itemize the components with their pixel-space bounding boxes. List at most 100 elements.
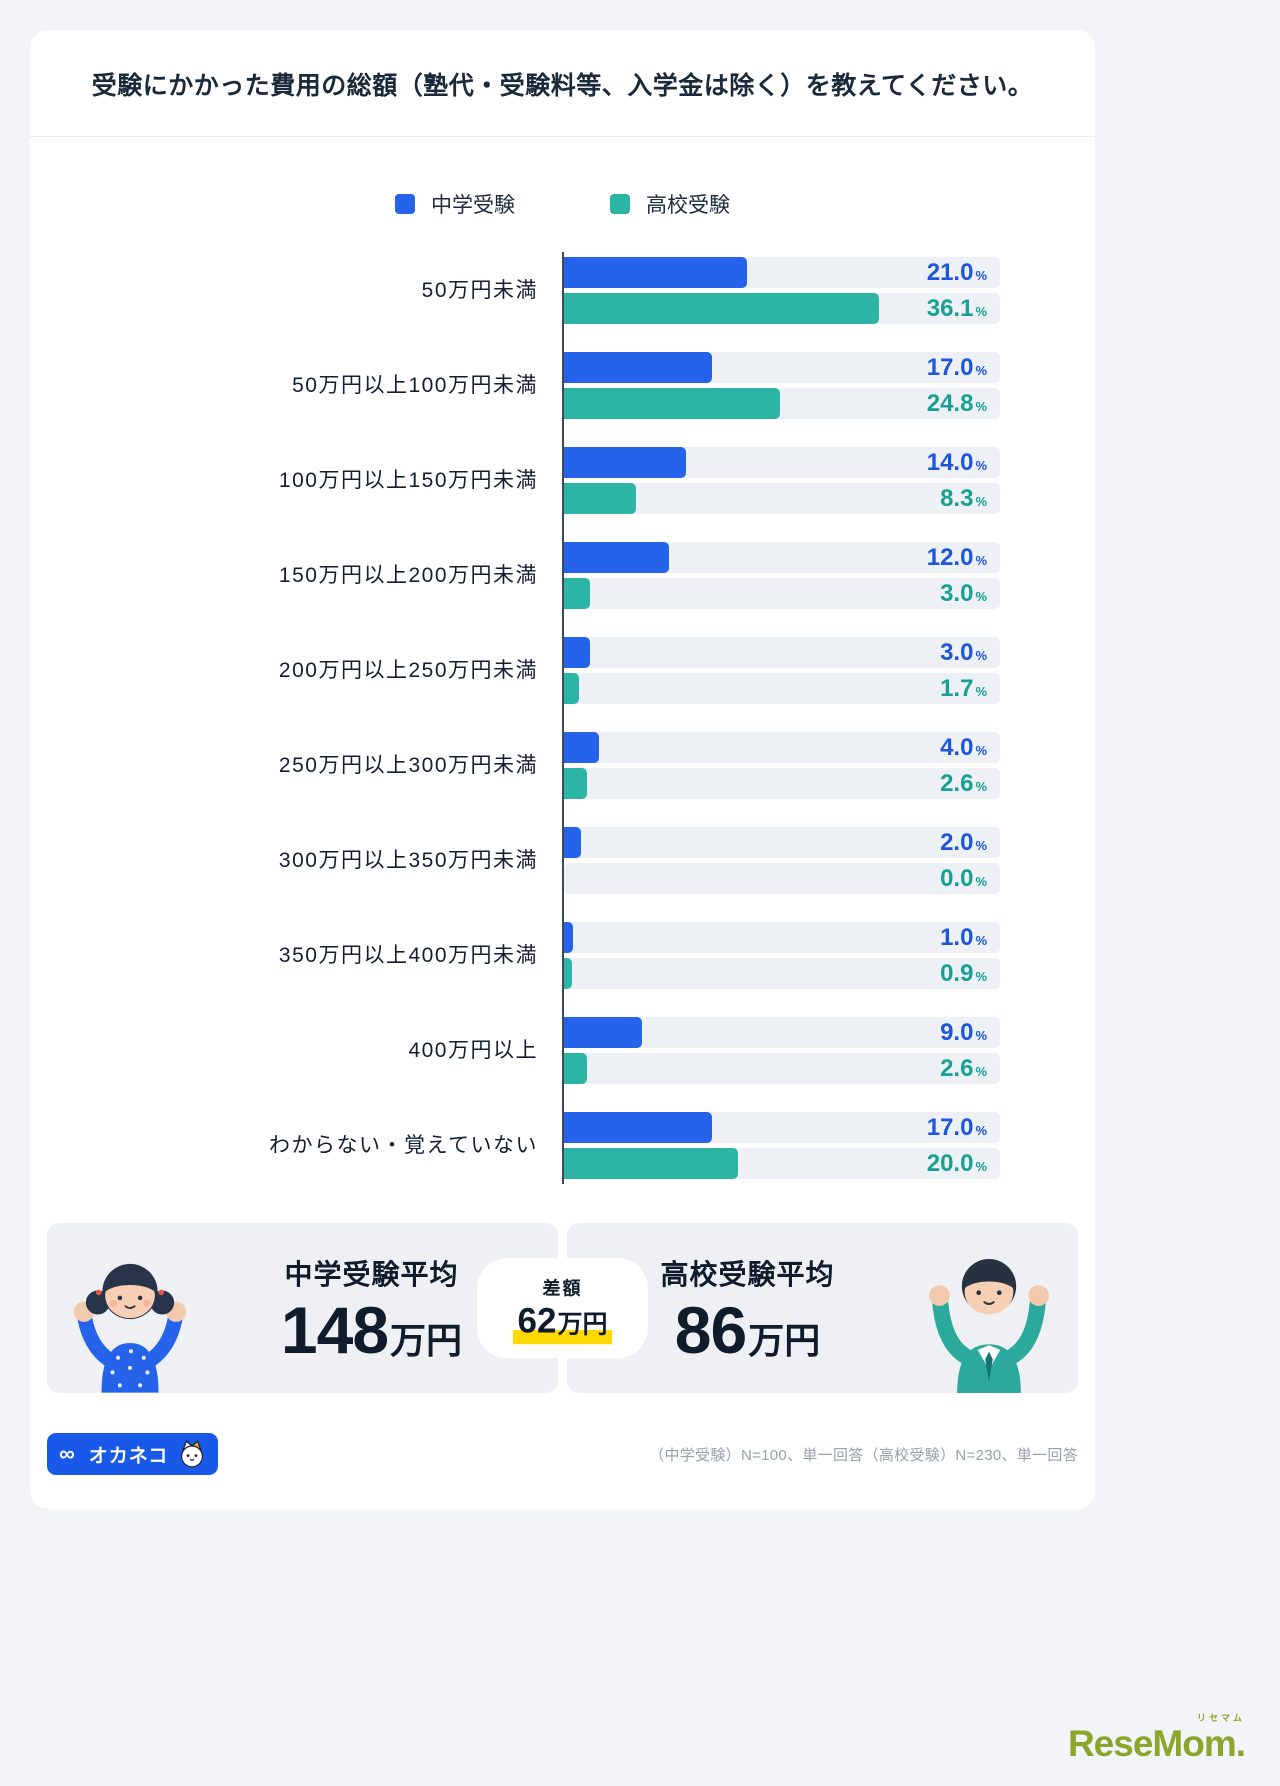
bar-pair: 21.0% 36.1%: [562, 257, 1000, 324]
percent-sign: %: [975, 303, 987, 319]
bar-track: 17.0%: [564, 1112, 1000, 1143]
chart-row: 150万円以上200万円未満 12.0% 3.0%: [30, 542, 1095, 609]
legend-item-koko: 高校受験: [610, 189, 730, 219]
okaneko-logo: ∞ オカネコ: [47, 1433, 219, 1475]
value-number: 3.0: [940, 638, 974, 666]
category-label: 400万円以上: [408, 1038, 538, 1062]
percent-sign: %: [975, 1122, 987, 1138]
percent-sign: %: [975, 1063, 987, 1079]
percent-sign: %: [975, 552, 987, 568]
chart-row: 50万円以上100万円未満 17.0% 24.8%: [30, 352, 1095, 419]
bar-track: 2.0%: [564, 827, 1000, 858]
bar-中学受験: [564, 922, 573, 953]
percent-sign: %: [975, 1027, 987, 1043]
resemom-logo-name: ReseMom.: [1067, 1723, 1246, 1764]
category-label: 50万円未満: [421, 278, 538, 302]
value-label: 9.0%: [940, 1018, 987, 1046]
bar-中学受験: [564, 542, 669, 573]
legend-swatch-koko: [610, 194, 630, 214]
bar-pair: 4.0% 2.6%: [562, 732, 1000, 799]
value-number: 1.0: [940, 923, 974, 951]
bar-高校受験: [564, 388, 781, 419]
koko-average-label: 高校受験平均: [660, 1259, 835, 1290]
summary: 中学受験平均 148万円 高校受験平均 86万円: [47, 1223, 1078, 1393]
value-label: 20.0%: [927, 1151, 987, 1176]
resemom-logo-sub: リセマム: [1196, 1713, 1245, 1723]
bar-中学受験: [564, 732, 599, 763]
category-label: 50万円以上100万円未満: [292, 373, 538, 397]
percent-sign: %: [975, 267, 987, 283]
bar-pair: 1.0% 0.9%: [562, 922, 1000, 989]
bar-中学受験: [564, 352, 713, 383]
bar-track: 8.3%: [564, 483, 1000, 514]
bar-高校受験: [564, 958, 572, 989]
value-number: 0.9: [940, 959, 974, 987]
sample-note: （中学受験）N=100、単一回答（高校受験）N=230、単一回答: [649, 1446, 1078, 1464]
bar-高校受験: [564, 483, 637, 514]
value-label: 24.8%: [926, 389, 987, 417]
percent-sign: %: [975, 457, 987, 473]
page-title: 受験にかかった費用の総額（塾代・受験料等、入学金は除く）を教えてください。: [91, 72, 1034, 100]
category-label: 150万円以上200万円未満: [278, 563, 538, 587]
bar-track: 3.0%: [564, 637, 1000, 668]
bar-高校受験: [564, 1148, 739, 1179]
value-number: 8.3: [940, 484, 974, 512]
difference-badge: 差額 62万円: [476, 1258, 649, 1358]
panel-koko-average: 高校受験平均 86万円: [567, 1223, 1078, 1393]
axis-line: [562, 252, 564, 1184]
value-label: 21.0%: [927, 260, 987, 285]
value-label: 0.0%: [940, 866, 987, 891]
value-label: 3.0%: [940, 638, 987, 666]
value-label: 0.9%: [940, 959, 987, 987]
difference-label: 差額: [542, 1278, 583, 1299]
chugaku-average-block: 中学受験平均 148万円: [199, 1253, 544, 1363]
percent-sign: %: [975, 873, 987, 889]
bar-track: 21.0%: [564, 257, 1000, 288]
percent-sign: %: [975, 742, 987, 758]
value-label: 12.0%: [926, 543, 987, 571]
title-bar: 受験にかかった費用の総額（塾代・受験料等、入学金は除く）を教えてください。: [30, 30, 1095, 137]
value-number: 2.6: [940, 1054, 974, 1082]
bar-中学受験: [564, 257, 748, 288]
legend-label-koko: 高校受験: [646, 194, 730, 217]
percent-sign: %: [975, 647, 987, 663]
percent-sign: %: [975, 837, 987, 853]
girl-illustration: [61, 1247, 199, 1393]
value-number: 4.0: [940, 733, 974, 761]
bar-高校受験: [564, 293, 879, 324]
bar-中学受験: [564, 447, 687, 478]
bar-track: 36.1%: [564, 293, 1000, 324]
cat-mascot-icon: [176, 1438, 208, 1470]
bar-中学受験: [564, 637, 591, 668]
category-label: 100万円以上150万円未満: [278, 468, 538, 492]
percent-sign: %: [975, 683, 987, 699]
category-label: 250万円以上300万円未満: [278, 753, 538, 777]
value-number: 3.0: [940, 579, 974, 607]
bar-高校受験: [564, 1053, 587, 1084]
value-number: 9.0: [940, 1018, 974, 1046]
bar-track: 9.0%: [564, 1017, 1000, 1048]
value-label: 8.3%: [940, 484, 987, 512]
footer: ∞ オカネコ （中学受験）N=100、単一回答（高校受験）N=230、単一回答: [47, 1433, 1078, 1475]
bar-pair: 17.0% 20.0%: [562, 1112, 1000, 1179]
percent-sign: %: [975, 968, 987, 984]
bar-pair: 12.0% 3.0%: [562, 542, 1000, 609]
chart-row: 100万円以上150万円未満 14.0% 8.3%: [30, 447, 1095, 514]
category-label: 300万円以上350万円未満: [278, 848, 538, 872]
category-label: 350万円以上400万円未満: [278, 943, 538, 967]
percent-sign: %: [975, 588, 987, 604]
chart-row: わからない・覚えていない 17.0% 20.0%: [30, 1112, 1095, 1179]
bar-高校受験: [564, 673, 579, 704]
bar-track: 1.0%: [564, 922, 1000, 953]
value-number: 24.8: [926, 389, 974, 417]
koko-average-block: 高校受験平均 86万円: [581, 1253, 914, 1363]
value-number: 17.0: [926, 1113, 974, 1141]
legend-swatch-chugaku: [395, 194, 415, 214]
bar-pair: 2.0% 0.0%: [562, 827, 1000, 894]
value-number: 12.0: [926, 543, 974, 571]
man-illustration: [914, 1245, 1064, 1393]
bar-track: 0.0%: [564, 863, 1000, 894]
bar-高校受験: [564, 578, 591, 609]
bar-pair: 17.0% 24.8%: [562, 352, 1000, 419]
bar-track: 4.0%: [564, 732, 1000, 763]
